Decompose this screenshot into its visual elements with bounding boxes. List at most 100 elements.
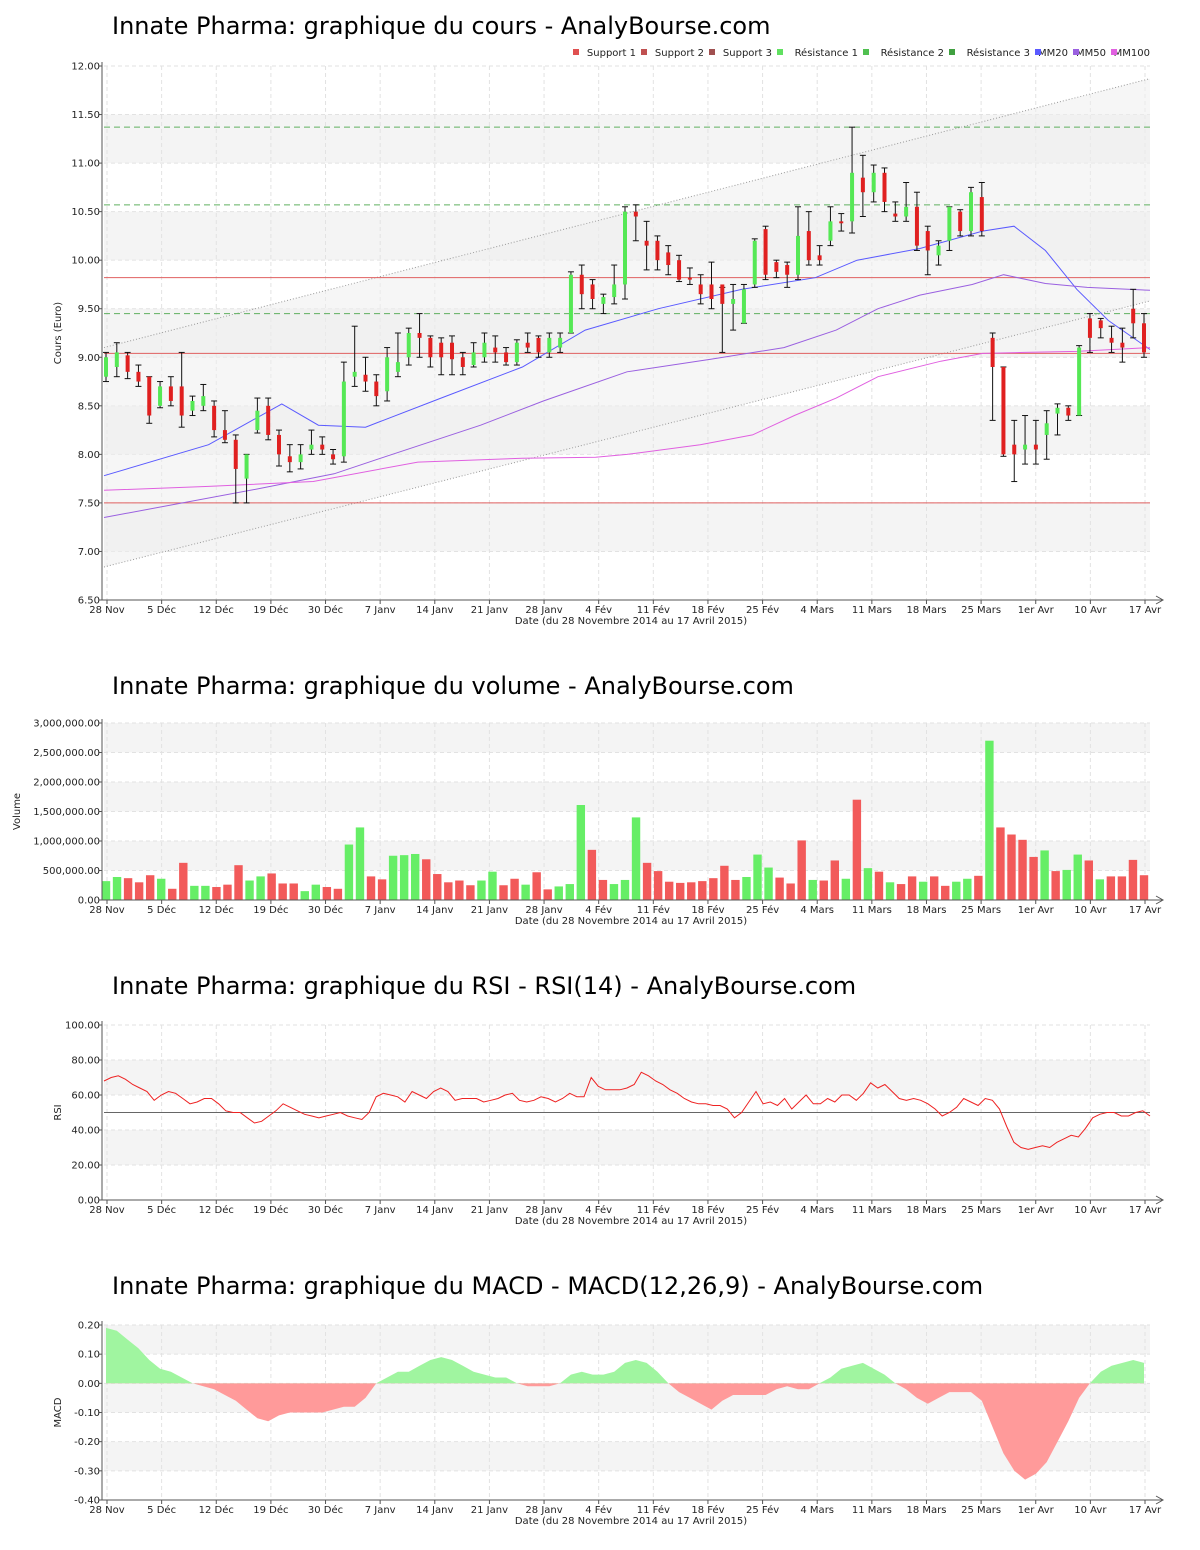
grid-band — [104, 1060, 1150, 1095]
x-tick-label: 28 Nov — [89, 1505, 125, 1516]
candle — [1011, 419, 1018, 483]
volume-bar — [1062, 869, 1071, 900]
volume-bar — [852, 799, 862, 900]
legend-swatch — [709, 49, 715, 55]
volume-bar — [941, 885, 950, 900]
candle — [567, 271, 574, 334]
volume-bar — [399, 855, 409, 900]
volume-bar — [179, 862, 188, 900]
volume-bar — [907, 876, 917, 900]
volume-y-axis-label: Volume — [12, 793, 23, 830]
candle — [892, 201, 899, 222]
y-tick-label: 0.00 — [78, 1196, 100, 1207]
candle-body — [882, 172, 887, 202]
volume-bar — [808, 879, 817, 900]
candle-body — [568, 274, 573, 333]
candle-body — [579, 274, 584, 295]
legend-swatch — [573, 49, 579, 55]
candle-body — [958, 211, 963, 232]
volume-bar — [134, 882, 144, 900]
y-tick-label: 2,500,000.00 — [33, 748, 100, 759]
volume-bar — [1128, 859, 1138, 900]
candle — [849, 126, 856, 234]
candle — [859, 154, 866, 217]
x-tick-label: 25 Fév — [746, 1504, 779, 1516]
volume-chart-grid — [104, 722, 1150, 901]
candle — [221, 410, 228, 444]
candle — [1141, 313, 1147, 358]
candle — [946, 206, 953, 251]
x-tick-label: 21 Janv — [471, 605, 508, 616]
candle-body — [482, 342, 487, 358]
candle — [135, 364, 142, 387]
candle-body — [914, 206, 919, 246]
candle — [167, 376, 174, 407]
y-tick-label: 1,000,000.00 — [33, 837, 100, 848]
x-tick-label: 21 Janv — [471, 905, 508, 916]
candle-body — [969, 192, 973, 232]
legend-swatch — [949, 49, 955, 55]
x-tick-label: 4 Fév — [585, 904, 612, 916]
candle-body — [233, 439, 238, 469]
candle — [265, 397, 272, 441]
candle-body — [1109, 337, 1114, 343]
x-axis-arrow — [1155, 895, 1165, 905]
grid-band — [104, 841, 1150, 871]
x-tick-label: 28 Nov — [89, 605, 125, 616]
candle — [470, 342, 477, 368]
volume-bar — [466, 885, 475, 900]
candle — [330, 449, 337, 465]
x-tick-label: 11 Fév — [637, 1204, 670, 1216]
candle — [492, 335, 499, 363]
volume-bar — [775, 877, 784, 900]
candle-body — [796, 235, 800, 275]
y-tick-label: 0.00 — [78, 1379, 100, 1390]
y-tick-label: 0.00 — [78, 896, 100, 907]
volume-bar — [1051, 871, 1060, 900]
volume-bar — [642, 862, 652, 900]
candle — [1086, 313, 1093, 353]
y-tick-label: 12.00 — [71, 62, 100, 73]
candle — [913, 191, 920, 251]
candle — [276, 429, 282, 467]
x-tick-label: 7 Janv — [365, 1205, 396, 1216]
volume-chart-panel: Innate Pharma: graphique du volume - Ana… — [12, 672, 1165, 927]
y-tick-label: 11.00 — [71, 159, 100, 170]
y-tick-label: 8.50 — [78, 401, 100, 412]
x-tick-label: 4 Fév — [585, 1204, 612, 1216]
candle — [643, 220, 650, 271]
macd-chart-title: Innate Pharma: graphique du MACD - MACD(… — [112, 1272, 983, 1300]
y-tick-label: 7.00 — [78, 547, 100, 558]
candle — [373, 374, 380, 407]
candle — [773, 259, 780, 279]
volume-x-axis-label: Date (du 28 Novembre 2014 au 17 Avril 20… — [515, 916, 747, 927]
candle-body — [1098, 320, 1103, 329]
candle — [622, 206, 628, 300]
volume-bar — [1139, 875, 1149, 900]
x-tick-label: 28 Nov — [89, 1205, 125, 1216]
candle-body — [1012, 444, 1017, 455]
y-tick-label: 1,500,000.00 — [33, 807, 100, 818]
volume-bar — [985, 740, 994, 900]
candle — [838, 213, 845, 232]
y-tick-label: -0.10 — [74, 1408, 100, 1419]
candle-body — [774, 262, 779, 272]
rsi-y-axis-label: RSI — [53, 1104, 64, 1120]
candle-body — [352, 371, 357, 377]
rsi-chart-panel: Innate Pharma: graphique du RSI - RSI(14… — [53, 972, 1165, 1227]
candle — [157, 381, 164, 409]
candle — [503, 347, 510, 366]
candle — [740, 283, 747, 324]
x-tick-label: 1er Avr — [1018, 1505, 1055, 1516]
x-tick-label: 18 Fév — [691, 604, 724, 616]
candle — [686, 267, 693, 285]
volume-bar — [112, 876, 122, 900]
legend-swatch — [1111, 49, 1117, 55]
candle — [578, 264, 585, 310]
candle-body — [255, 410, 260, 431]
y-tick-label: 9.00 — [78, 353, 100, 364]
candle — [1130, 288, 1137, 339]
candle-body — [590, 284, 595, 300]
candle-body — [298, 454, 303, 463]
candle — [1032, 419, 1039, 465]
